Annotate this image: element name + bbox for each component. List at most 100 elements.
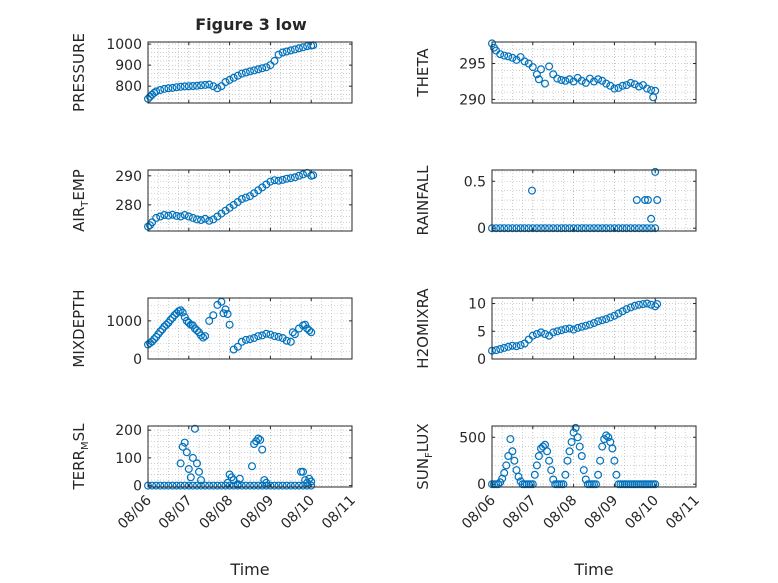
data-point [184,318,193,327]
data-point [254,332,263,341]
data-point [536,328,545,337]
data-point [199,333,208,342]
data-point [506,435,515,444]
data-point [286,337,295,346]
data-point [504,52,513,61]
data-point [274,176,283,185]
data-point [248,462,257,471]
data-point [647,86,656,95]
data-point [209,82,218,91]
data-point [651,302,660,311]
data-point [197,81,206,90]
data-point [256,435,265,444]
y-tick-label: 280 [115,198,142,214]
data-point [250,66,259,75]
data-point [642,84,651,93]
data-point [156,212,165,221]
data-point [553,327,562,336]
chart-panel-2: 290 295 THETA [414,39,697,108]
x-axis-label: Time [229,560,269,579]
data-point [164,211,173,220]
data-point [229,73,238,82]
data-point [193,81,202,90]
series-markers [488,423,660,489]
data-point [532,224,541,233]
data-point [254,65,263,74]
data-point [168,481,177,490]
data-point [626,78,635,87]
series-markers [144,424,316,490]
data-point [274,481,283,490]
data-point [213,481,222,490]
data-point [508,341,517,350]
data-point [626,303,635,312]
data-point [559,480,568,489]
data-point [504,224,513,233]
data-point [241,335,250,344]
x-tick-label: 08/08 [197,493,237,533]
data-point [282,336,291,345]
data-point [188,81,197,90]
data-point [573,433,582,442]
grid [492,41,696,103]
data-point [651,480,660,489]
data-point [647,214,656,223]
data-point [205,316,214,325]
data-point [229,345,238,354]
data-point [152,481,161,490]
data-point [610,311,619,320]
data-point [250,481,259,490]
data-point [278,481,287,490]
data-point [538,442,547,451]
data-point [528,331,537,340]
y-tick-label: 800 [115,79,142,95]
figure-title: Figure 3 low [195,15,307,34]
data-point [258,64,267,73]
data-point [209,311,218,320]
data-point [180,481,189,490]
data-point [591,480,600,489]
data-point [508,53,517,62]
data-point [250,334,259,343]
data-point [651,86,660,95]
data-point [540,330,549,339]
data-point [508,224,517,233]
data-point [581,224,590,233]
chart-panel-8: 0 500 08/06 08/07 08/08 08/09 08/10 08/11 SUNFLU… [414,423,703,579]
data-point [286,46,295,55]
data-point [561,224,570,233]
y-tick-label: 200 [115,423,142,439]
data-point [201,80,210,89]
data-point [290,481,299,490]
data-point [295,44,304,53]
data-point [651,167,660,176]
data-point [233,480,242,489]
data-point [237,481,246,490]
data-point [516,53,525,62]
data-point [553,74,562,83]
data-point [504,452,513,461]
data-point [182,448,191,457]
data-point [622,224,631,233]
data-point [184,212,193,221]
data-point [606,224,615,233]
data-point [536,224,545,233]
data-point [589,77,598,86]
y-tick-label: 1000 [106,314,142,330]
data-point [148,218,157,227]
data-point [164,481,173,490]
data-point [563,456,572,465]
data-point [589,224,598,233]
data-point [197,481,206,490]
data-point [152,87,161,96]
data-point [500,51,509,60]
data-point [225,320,234,329]
data-point [561,76,570,85]
data-point [180,211,189,220]
data-point [638,300,647,309]
data-point [549,224,558,233]
data-point [184,481,193,490]
axes-box [147,297,353,360]
data-point [565,324,574,333]
data-point [307,328,316,337]
